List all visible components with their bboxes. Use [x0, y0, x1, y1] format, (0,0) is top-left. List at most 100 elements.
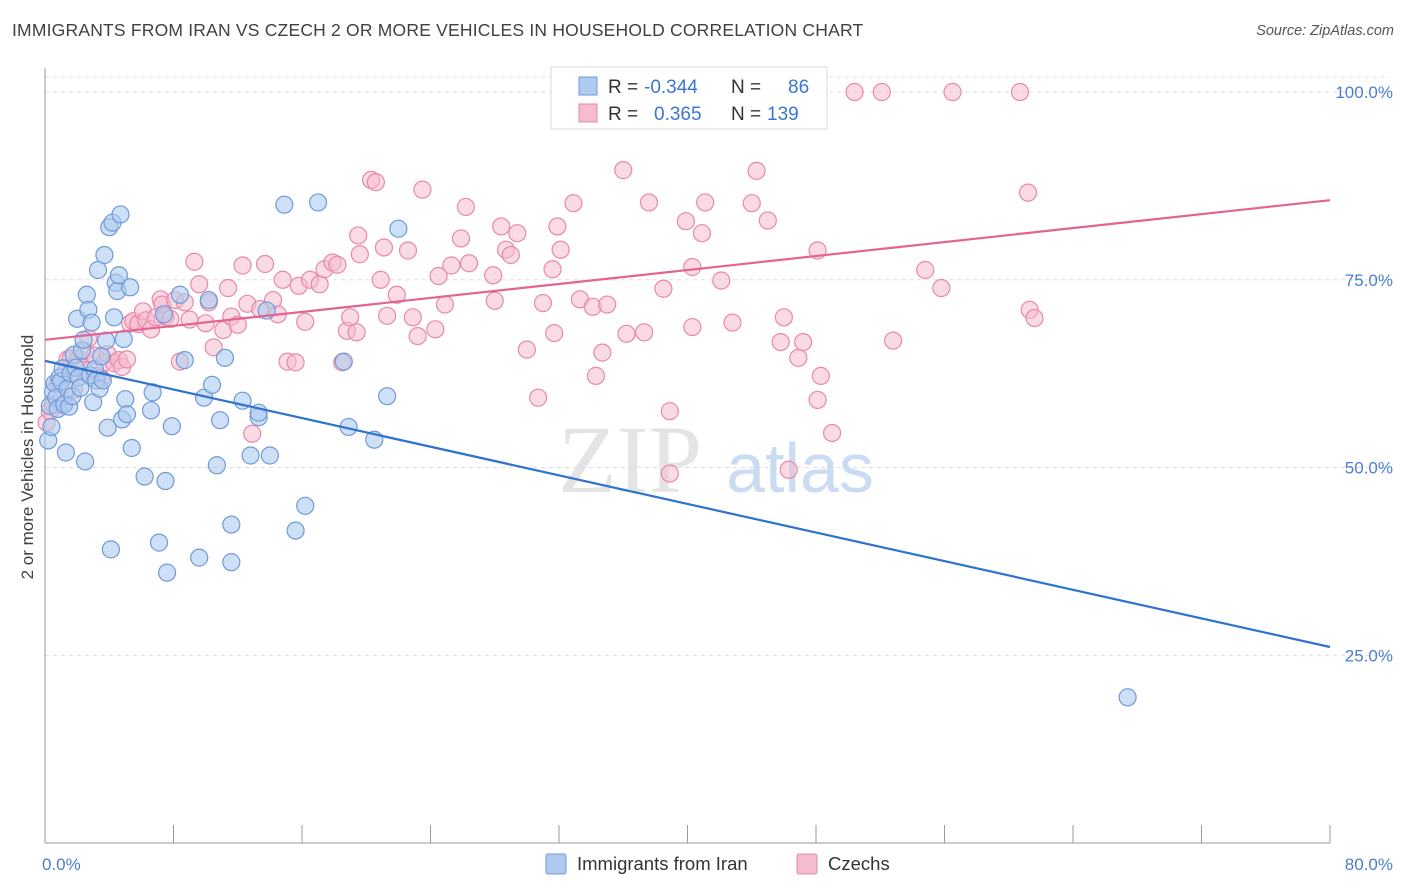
- czechs-point-95: [533, 293, 553, 313]
- iran-point-33: [92, 347, 111, 366]
- czechs-point-107: [617, 324, 636, 343]
- czechs-point-141: [1025, 308, 1044, 328]
- czechs-point-82: [429, 266, 448, 286]
- iran-point-67: [210, 411, 230, 430]
- bottom-legend-swatch-czechs: [796, 853, 818, 875]
- czechs-point-132: [845, 82, 864, 102]
- legend-r-value-czechs: 0.365: [654, 104, 702, 125]
- iran-point-68: [215, 348, 234, 367]
- iran-point-41: [104, 308, 124, 327]
- czechs-point-86: [459, 254, 479, 273]
- iran-point-56: [154, 305, 173, 324]
- iran-point-11: [56, 443, 75, 462]
- czechs-point-98: [548, 217, 567, 236]
- czechs-point-117: [696, 193, 715, 212]
- czechs-point-111: [660, 402, 679, 421]
- iran-point-24: [77, 285, 96, 304]
- czechs-point-81: [435, 295, 455, 314]
- czechs-point-127: [794, 332, 813, 352]
- iran-point-65: [202, 375, 222, 395]
- czechs-point-96: [543, 260, 562, 279]
- iran-point-22: [74, 330, 93, 349]
- czechs-point-105: [598, 295, 617, 314]
- iran-point-62: [190, 548, 209, 567]
- y-axis-title: 2 or more Vehicles in Household: [18, 335, 37, 580]
- czechs-point-42: [204, 338, 223, 357]
- czechs-point-75: [387, 285, 406, 304]
- czechs-point-119: [723, 313, 742, 332]
- iran-point-35: [95, 245, 114, 265]
- iran-point-47: [114, 329, 133, 349]
- iran-point-49: [117, 405, 137, 424]
- y-tick-label-2: 75.0%: [1345, 271, 1393, 290]
- trend-lines: [44, 199, 1331, 649]
- iran-points: [39, 193, 1137, 707]
- czechs-point-74: [378, 306, 397, 325]
- iran-point-66: [207, 456, 226, 475]
- czechs-point-122: [758, 211, 777, 230]
- czechs-point-58: [296, 312, 315, 331]
- czechs-point-99: [551, 240, 570, 259]
- czechs-point-103: [586, 366, 606, 385]
- czechs-point-49: [243, 424, 262, 443]
- iran-point-31: [88, 260, 108, 280]
- czechs-point-136: [932, 278, 951, 298]
- iran-point-80: [308, 193, 328, 212]
- watermark-atlas: atlas: [726, 429, 874, 507]
- iran-point-60: [170, 285, 190, 304]
- source-label: Source: ZipAtlas.com: [1256, 23, 1394, 39]
- czechs-point-112: [660, 464, 679, 483]
- czechs-point-51: [255, 254, 275, 274]
- axes: [44, 68, 1331, 844]
- czechs-point-78: [408, 326, 427, 346]
- czechs-point-116: [692, 224, 712, 243]
- czechs-point-54: [273, 270, 292, 289]
- czechs-point-126: [789, 348, 808, 367]
- czechs-point-69: [350, 245, 369, 264]
- legend-n-value-iran: 86: [788, 77, 809, 98]
- watermark: ZIP atlas: [558, 406, 874, 513]
- czechs-point-109: [639, 193, 659, 212]
- czechs-point-93: [517, 340, 536, 359]
- legend-n-label-czechs: N =: [731, 104, 761, 125]
- legend-r-label-czechs: R =: [608, 104, 638, 125]
- iran-point-85: [389, 219, 408, 238]
- czechs-point-124: [771, 332, 790, 352]
- czechs-point-38: [185, 252, 204, 271]
- iran-point-57: [156, 471, 175, 491]
- czechs-point-56: [286, 353, 305, 372]
- czechs-point-91: [501, 245, 520, 265]
- czechs-point-76: [398, 241, 418, 260]
- czechs-point-97: [545, 323, 564, 343]
- iran-point-84: [378, 387, 397, 406]
- iran-point-20: [71, 378, 90, 398]
- czechs-point-77: [403, 308, 422, 327]
- czechs-point-115: [683, 257, 702, 277]
- iran-point-27: [82, 313, 101, 332]
- iran-point-52: [135, 467, 154, 486]
- iran-point-45: [111, 205, 130, 224]
- legend-r-label-iran: R =: [608, 77, 638, 98]
- legend-r-value-iran: -0.344: [644, 77, 698, 98]
- chart-title: IMMIGRANTS FROM IRAN VS CZECH 2 OR MORE …: [12, 20, 864, 40]
- correlation-legend: R = -0.344 N = 86 R = 0.365 N = 139: [550, 66, 828, 130]
- czechs-point-131: [822, 423, 842, 443]
- iran-point-55: [149, 533, 169, 552]
- iran-point-78: [286, 521, 305, 540]
- czechs-point-80: [426, 320, 445, 339]
- legend-swatch-iran: [578, 76, 598, 96]
- x-tick-label-0: 0.0%: [42, 855, 81, 874]
- iran-point-50: [121, 278, 140, 297]
- czechs-point-94: [529, 388, 548, 407]
- czechs-point-67: [347, 323, 366, 342]
- czechs-point-71: [366, 173, 385, 192]
- czechs-point-68: [349, 226, 368, 245]
- czechs-point-72: [371, 270, 390, 289]
- czechs-point-110: [654, 279, 673, 298]
- iran-point-72: [241, 446, 260, 465]
- iran-point-34: [93, 371, 112, 390]
- czechs-point-138: [1010, 82, 1030, 102]
- czechs-point-73: [374, 238, 394, 257]
- iran-point-86: [1118, 688, 1137, 707]
- series-legend: Immigrants from Iran Czechs: [545, 853, 890, 875]
